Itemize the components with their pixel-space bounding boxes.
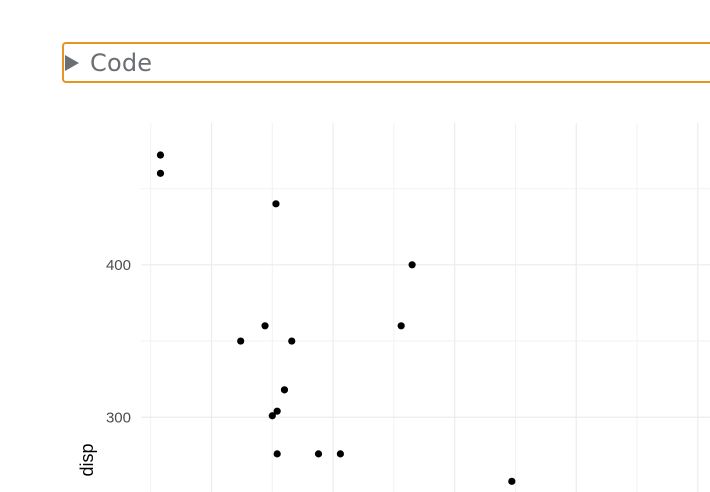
data-point bbox=[273, 407, 281, 415]
y-axis-title: disp bbox=[77, 443, 97, 476]
code-fold-toggle[interactable]: Code bbox=[62, 42, 710, 83]
y-axis-ticks: 300 400 bbox=[106, 257, 131, 426]
data-point bbox=[273, 450, 281, 458]
data-point bbox=[336, 450, 344, 458]
plot-grid bbox=[141, 123, 710, 492]
data-point bbox=[156, 151, 165, 159]
code-toggle-label: Code bbox=[90, 48, 153, 77]
data-point bbox=[272, 200, 280, 208]
data-point bbox=[268, 412, 276, 420]
y-tick-label: 400 bbox=[106, 257, 131, 274]
data-point bbox=[237, 337, 245, 345]
data-point bbox=[261, 322, 269, 330]
data-point bbox=[408, 261, 416, 269]
data-point bbox=[156, 169, 165, 177]
y-tick-label: 300 bbox=[106, 409, 131, 426]
data-point bbox=[280, 386, 289, 394]
data-point bbox=[288, 337, 296, 345]
data-point bbox=[314, 450, 323, 458]
data-point bbox=[508, 477, 516, 485]
data-point bbox=[397, 322, 405, 330]
triangle-right-icon bbox=[65, 54, 79, 71]
data-points bbox=[156, 151, 516, 485]
